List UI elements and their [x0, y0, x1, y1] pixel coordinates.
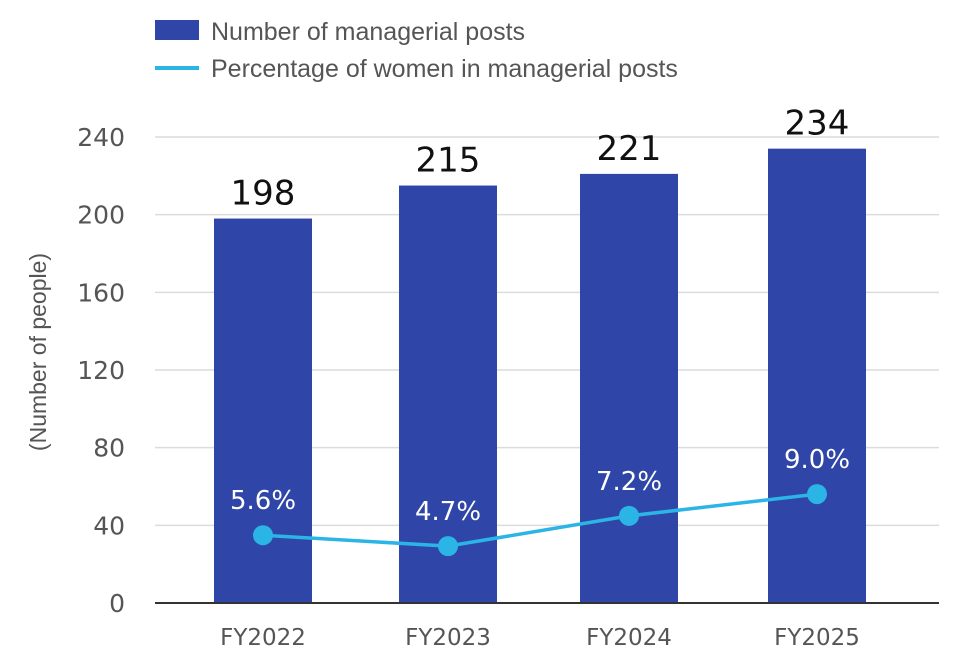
bar-value-label: 198 — [231, 174, 296, 214]
bar-value-label: 215 — [416, 141, 481, 181]
y-tick-label: 200 — [77, 201, 125, 230]
bar — [768, 148, 866, 603]
legend-line-swatch — [155, 66, 199, 70]
line-value-label: 5.6% — [230, 486, 296, 516]
legend-bar-swatch — [155, 20, 199, 40]
y-tick-label: 240 — [77, 123, 125, 152]
x-axis-labels: FY2022 FY2023 FY2024 FY2025 — [220, 625, 860, 651]
line-point — [438, 536, 458, 557]
line-value-label: 4.7% — [415, 497, 481, 527]
bar-value-label: 234 — [785, 104, 850, 144]
y-tick-label: 160 — [77, 278, 125, 307]
percentage-line — [262, 492, 818, 548]
line-point — [619, 505, 639, 526]
x-tick-label: FY2022 — [220, 625, 306, 651]
bar-series: 198 215 221 234 — [214, 104, 866, 604]
legend-line-label: Percentage of women in managerial posts — [211, 55, 678, 83]
bar — [580, 173, 678, 603]
y-axis-ticks: 0 40 80 120 160 200 240 — [77, 123, 125, 618]
bar-value-label: 221 — [597, 129, 662, 169]
y-tick-label: 40 — [93, 511, 125, 540]
y-axis-title: (Number of people) — [25, 253, 51, 451]
legend: Number of managerial posts Percentage of… — [155, 18, 678, 83]
line-value-label: 7.2% — [596, 467, 662, 497]
line-point — [807, 484, 827, 505]
y-tick-label: 80 — [93, 434, 125, 463]
y-tick-label: 0 — [109, 589, 125, 618]
legend-bar-label: Number of managerial posts — [211, 18, 525, 46]
line-series: 5.6% 4.7% 7.2% 9.0% — [230, 445, 850, 557]
x-tick-label: FY2023 — [405, 625, 491, 651]
x-tick-label: FY2025 — [774, 625, 860, 651]
line-value-label: 9.0% — [784, 445, 850, 475]
line-point — [253, 525, 273, 546]
x-tick-label: FY2024 — [586, 625, 672, 651]
y-tick-label: 120 — [77, 356, 125, 385]
bar — [214, 218, 312, 604]
bar — [399, 185, 497, 603]
